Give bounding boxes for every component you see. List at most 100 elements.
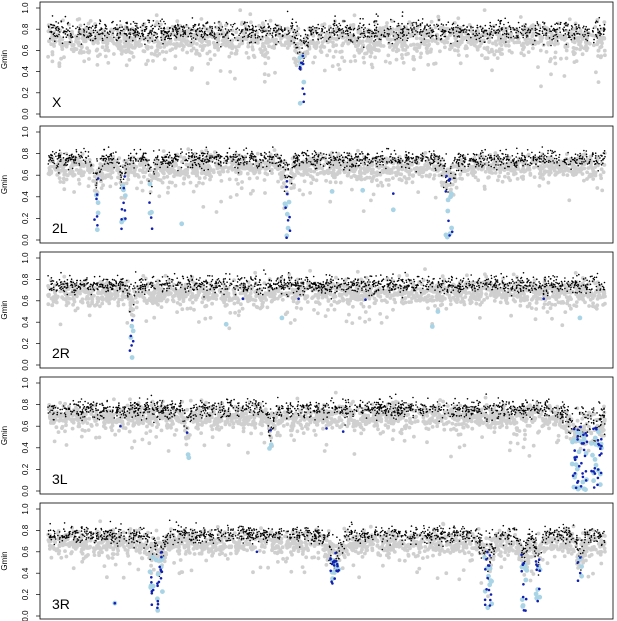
selected-point-dark xyxy=(301,87,305,90)
grey-point xyxy=(596,54,600,58)
black-point xyxy=(432,34,435,37)
black-point xyxy=(306,44,308,46)
grey-point xyxy=(577,42,581,47)
black-point xyxy=(456,40,459,42)
grey-point xyxy=(279,176,284,181)
grey-point xyxy=(483,169,488,174)
black-point xyxy=(504,32,506,35)
black-point xyxy=(535,31,537,34)
grey-point xyxy=(567,198,572,203)
grey-point xyxy=(194,48,199,53)
black-point xyxy=(371,32,373,35)
black-point xyxy=(301,40,303,42)
black-point xyxy=(541,30,544,32)
black-point xyxy=(225,162,228,164)
black-point xyxy=(415,30,417,32)
black-point xyxy=(555,33,558,36)
grey-point xyxy=(518,15,523,19)
black-point xyxy=(413,21,415,24)
black-point xyxy=(314,164,317,167)
grey-point xyxy=(404,180,409,185)
black-point xyxy=(534,39,536,42)
black-point xyxy=(158,25,161,28)
black-point xyxy=(162,33,165,36)
black-point xyxy=(213,35,215,38)
grey-point xyxy=(270,171,274,176)
black-point xyxy=(323,153,325,155)
black-point xyxy=(536,158,538,160)
grey-point xyxy=(46,54,50,59)
black-point xyxy=(374,34,377,37)
black-point xyxy=(475,33,478,35)
black-point xyxy=(78,155,81,157)
grey-point xyxy=(527,166,532,171)
black-point xyxy=(311,156,314,159)
grey-point xyxy=(244,35,249,39)
grey-point xyxy=(173,66,178,71)
grey-point xyxy=(458,61,463,66)
black-point xyxy=(116,158,119,160)
black-point xyxy=(424,27,426,29)
grey-point xyxy=(281,181,286,186)
black-point xyxy=(166,32,169,35)
black-point xyxy=(381,150,384,153)
grey-point xyxy=(312,169,317,174)
black-point xyxy=(583,25,585,28)
black-point xyxy=(603,23,606,26)
black-point xyxy=(167,31,169,33)
grey-point xyxy=(189,48,194,53)
black-point xyxy=(338,155,341,158)
black-point xyxy=(113,27,115,30)
black-point xyxy=(357,28,359,31)
grey-point xyxy=(87,49,92,53)
black-point xyxy=(328,157,330,159)
grey-point xyxy=(575,37,580,42)
grey-point xyxy=(156,173,161,178)
black-point xyxy=(488,27,491,30)
grey-point xyxy=(523,26,527,31)
grey-point xyxy=(503,174,507,179)
black-point xyxy=(83,31,85,33)
grey-point xyxy=(368,54,373,59)
grey-point xyxy=(336,36,340,41)
grey-point xyxy=(50,59,55,64)
black-point xyxy=(187,157,190,160)
black-point xyxy=(177,169,179,172)
black-point xyxy=(254,37,257,39)
black-point xyxy=(420,41,423,44)
grey-point xyxy=(216,170,221,175)
black-point xyxy=(589,158,591,161)
grey-point xyxy=(85,46,89,50)
black-point xyxy=(232,33,234,36)
black-point xyxy=(368,23,371,26)
black-point xyxy=(524,158,526,161)
black-point xyxy=(349,165,351,167)
black-point xyxy=(352,29,355,31)
black-point xyxy=(252,31,254,33)
grey-point xyxy=(251,53,256,58)
black-point xyxy=(92,39,94,42)
black-point xyxy=(248,26,251,28)
black-point xyxy=(320,34,323,36)
black-point xyxy=(497,32,500,34)
black-point xyxy=(85,31,88,33)
black-point xyxy=(91,25,94,28)
black-point xyxy=(516,164,518,166)
grey-point xyxy=(438,26,443,30)
black-point xyxy=(573,32,575,35)
black-point xyxy=(517,21,520,24)
grey-point xyxy=(308,174,313,179)
grey-point xyxy=(259,166,263,171)
grey-point xyxy=(185,28,190,33)
black-point xyxy=(515,35,518,37)
grey-point xyxy=(361,209,366,214)
black-point xyxy=(246,28,249,30)
black-point xyxy=(538,151,541,154)
black-point xyxy=(83,23,86,26)
black-point xyxy=(560,21,562,24)
black-point xyxy=(396,25,399,27)
black-point xyxy=(94,37,97,40)
black-point xyxy=(328,29,330,32)
black-point xyxy=(284,174,286,177)
black-point xyxy=(176,33,178,36)
